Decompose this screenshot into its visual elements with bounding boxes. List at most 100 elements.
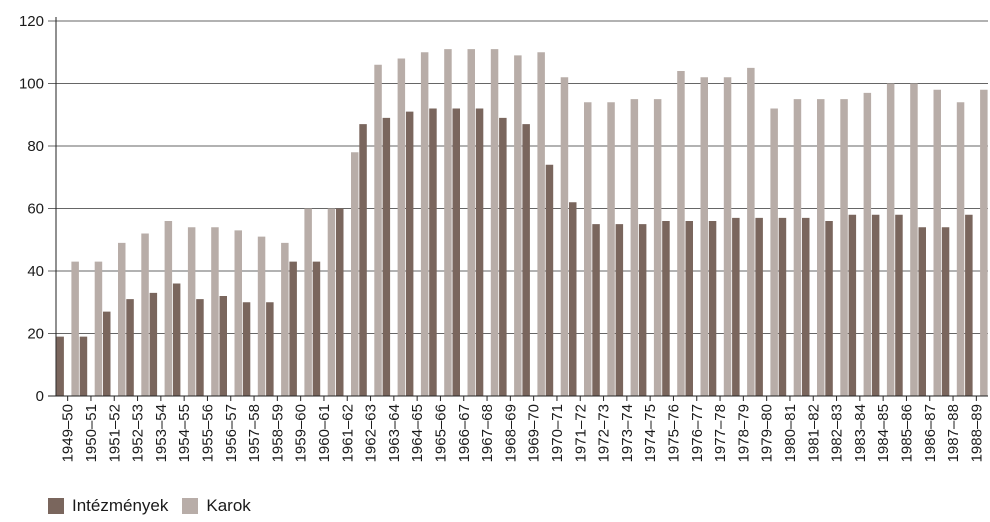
bar-series-2: [490, 49, 499, 396]
bar-series-2: [374, 64, 382, 396]
bar-series-2: [793, 99, 802, 396]
x-tick-label: 1955–56: [199, 404, 216, 462]
bar-series-2: [444, 49, 452, 396]
bar-series-1: [266, 302, 274, 396]
bar-series-2: [187, 227, 196, 396]
bar-series-2: [420, 52, 429, 396]
x-tick-label: 1952–53: [130, 404, 147, 462]
bar-series-1: [149, 292, 158, 396]
bar-series-1: [382, 117, 391, 396]
x-tick-label: 1967–68: [479, 404, 496, 462]
bar-series-1: [592, 224, 600, 396]
bar-series-2: [304, 208, 312, 396]
bar-series-1: [708, 221, 717, 396]
x-tick-label: 1949–50: [60, 404, 77, 462]
bar-series-1: [312, 261, 321, 396]
y-tick-label: 0: [36, 388, 44, 405]
x-tick-label: 1966–67: [456, 404, 473, 462]
bar-series-2: [933, 89, 941, 396]
bar-series-2: [351, 152, 359, 396]
bar-series-1: [871, 214, 880, 396]
x-tick-label: 1977–78: [712, 404, 729, 462]
bar-series-1: [615, 224, 624, 396]
legend-item-series-2: Karok: [182, 496, 251, 516]
bar-series-1: [685, 221, 693, 396]
x-axis: 1949–50 1950–51 1951–52 1952–53 1953–54 1954–…: [48, 395, 988, 462]
legend-swatch-series-2: [182, 498, 199, 514]
bar-series-1: [848, 214, 857, 396]
bar-series-2: [584, 102, 592, 396]
bar-series-2: [537, 52, 545, 396]
bar-series-2: [910, 83, 918, 396]
x-tick-label: 1962–63: [363, 404, 380, 462]
bar-series-1: [405, 111, 414, 396]
bar-series-1: [895, 214, 903, 396]
y-tick-label: 60: [27, 201, 44, 218]
bar-series-2: [397, 58, 406, 396]
x-tick-label: 1983–84: [852, 404, 869, 462]
bar-series-2: [677, 71, 685, 396]
bar-series-1: [172, 283, 181, 396]
x-tick-label: 1958–59: [269, 404, 286, 462]
bar-series-2: [700, 77, 708, 396]
x-tick-label: 1954–55: [176, 404, 193, 462]
x-tick-label: 1975–76: [665, 404, 682, 462]
bar-series-2: [211, 227, 219, 396]
bar-series-1: [569, 202, 577, 396]
bar-series-1: [522, 124, 530, 396]
x-tick-label: 1978–79: [735, 404, 752, 462]
bar-series-2: [281, 242, 289, 396]
bar-series-2: [607, 102, 615, 396]
x-tick-label: 1971–72: [572, 404, 589, 462]
y-tick-label: 40: [27, 263, 44, 280]
bar-series-2: [956, 102, 965, 396]
x-tick-label: 1953–54: [153, 404, 170, 462]
x-tick-label: 1969–70: [526, 404, 543, 462]
x-tick-label: 1968–69: [502, 404, 519, 462]
x-tick-label: 1986–87: [922, 404, 939, 462]
x-tick-label: 1956–57: [223, 404, 240, 462]
bar-series-1: [662, 221, 670, 396]
bar-series-2: [560, 77, 569, 396]
bar-series-2: [467, 49, 475, 396]
bar-series-2: [71, 261, 79, 396]
x-tick-label: 1981–82: [805, 404, 822, 462]
bar-series-2: [817, 99, 825, 396]
x-tick-label: 1979–80: [759, 404, 776, 462]
y-axis: 0 20 40 60 80 100 120: [19, 13, 57, 405]
bar-series-1: [755, 217, 763, 396]
bar-series-1: [336, 208, 344, 396]
bar-series-1: [103, 311, 111, 396]
bar-series-1: [545, 164, 554, 396]
legend-label-series-2: Karok: [206, 496, 251, 515]
bar-series-1: [196, 299, 204, 396]
y-tick-label: 20: [27, 326, 44, 343]
bar-series-2: [94, 261, 103, 396]
x-tick-label: 1961–62: [339, 404, 356, 462]
bar-series-1: [219, 296, 227, 396]
bar-series-2: [770, 108, 778, 396]
x-tick-label: 1950–51: [83, 404, 100, 462]
bar-series-2: [840, 99, 848, 396]
bar-series-2: [141, 233, 149, 396]
bar-series-1: [79, 336, 88, 396]
bar-series-1: [778, 217, 787, 396]
x-tick-label: 1987–88: [945, 404, 962, 462]
bar-series-1: [242, 302, 251, 396]
x-tick-label: 1963–64: [386, 404, 403, 462]
x-tick-label: 1974–75: [642, 404, 659, 462]
x-tick-label: 1970–71: [549, 404, 566, 462]
x-tick-label: 1988–89: [968, 404, 985, 462]
x-tick-label: 1976–77: [689, 404, 706, 462]
y-tick-label: 80: [27, 138, 44, 155]
bar-series-2: [653, 99, 662, 396]
x-tick-label: 1985–86: [898, 404, 915, 462]
bar-series-1: [429, 108, 437, 396]
x-tick-label: 1964–65: [409, 404, 426, 462]
bar-series-2: [863, 92, 872, 396]
x-tick-label: 1984–85: [875, 404, 892, 462]
bar-series-2: [747, 67, 755, 396]
bar-series-1: [802, 217, 810, 396]
bar-series-2: [886, 83, 895, 396]
bar-series-2: [257, 236, 266, 396]
